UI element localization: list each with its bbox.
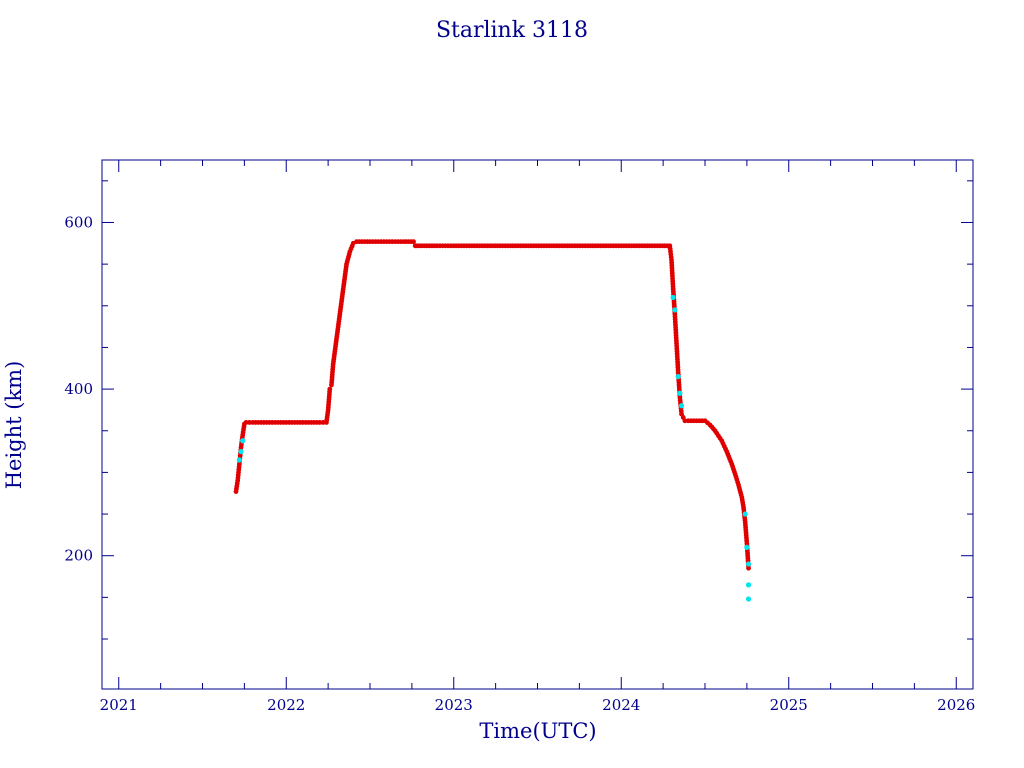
data-point-cyan	[670, 294, 676, 301]
data-point	[411, 239, 416, 245]
data-point	[682, 418, 688, 424]
data-point-cyan	[238, 448, 244, 455]
data-point-cyan	[672, 307, 678, 313]
data-point-cyan	[745, 582, 752, 588]
data-point-cyan	[677, 390, 683, 396]
y-tick-label: 400	[64, 380, 93, 398]
x-tick-label: 2025	[770, 696, 808, 714]
data-point-cyan	[236, 457, 242, 463]
data-point-cyan	[240, 438, 246, 444]
chart-title: Starlink 3118	[436, 18, 588, 43]
x-axis-label: Time(UTC)	[479, 719, 596, 743]
data-point-cyan	[742, 511, 748, 517]
x-axis: 2021 2022 2023 2024 2025 2026	[100, 160, 975, 714]
y-axis: 200 400 600	[64, 180, 973, 640]
y-tick-label: 200	[64, 547, 93, 565]
data-point	[317, 420, 323, 425]
x-tick-label: 2024	[602, 696, 640, 714]
data-point-cyan	[678, 403, 685, 409]
data-point	[746, 565, 751, 571]
data-point-cyan	[745, 596, 752, 602]
data-point-cyan	[675, 373, 681, 380]
x-tick-label: 2021	[100, 696, 138, 714]
y-axis-label: Height (km)	[2, 361, 26, 490]
y-tick-label: 600	[64, 213, 93, 231]
data-point-cyan	[744, 544, 750, 550]
data-point	[327, 386, 333, 392]
data-points	[233, 239, 752, 602]
x-tick-label: 2023	[435, 696, 473, 714]
x-tick-label: 2026	[937, 696, 975, 714]
data-point	[247, 420, 252, 425]
data-point	[243, 420, 249, 425]
plot-frame	[101, 159, 974, 690]
data-point	[320, 420, 326, 425]
x-tick-label: 2022	[267, 696, 305, 714]
data-point-cyan	[745, 561, 752, 567]
